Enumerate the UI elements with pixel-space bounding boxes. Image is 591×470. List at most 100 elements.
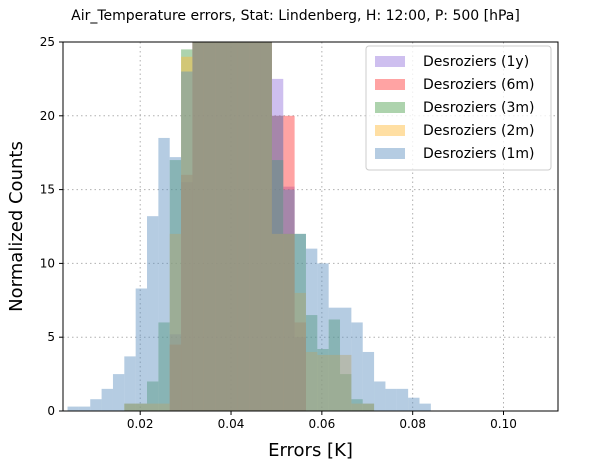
bar-series-2-bin-9 [226,42,238,411]
legend-label-1: Desroziers (6m) [423,77,535,93]
bar-series-3-bin-0 [124,403,136,411]
bar-series-4-bin-14 [226,42,238,411]
bar-series-1-bin-1 [181,174,193,411]
bar-series-3-bin-1 [135,403,148,411]
legend-swatch-2 [375,102,405,113]
bar-series-3-bin-4 [169,233,182,411]
x-tick-label-4: 0.10 [490,417,517,431]
bar-series-3-bin-19 [340,354,352,411]
bar-series-4-bin-12 [203,42,216,411]
bar-series-2-bin-4 [169,160,182,411]
bar-series-0-bin-9 [271,78,284,412]
y-tick-label-1: 5 [47,330,55,344]
bar-series-1-bin-10 [283,115,295,412]
bar-series-3-bin-2 [147,403,159,411]
bar-series-3-bin-10 [237,42,250,411]
bar-series-3-bin-9 [226,42,238,411]
y-tick-label-5: 25 [40,35,55,49]
bar-series-0-bin-2 [192,42,204,411]
bar-series-2-bin-0 [124,403,136,411]
bar-series-3-bin-17 [317,354,329,411]
bar-series-4-bin-7 [147,216,159,411]
legend-label-0: Desroziers (1y) [423,54,529,70]
y-axis-label: Normalized Counts [6,141,27,312]
legend-label-2: Desroziers (3m) [423,100,535,116]
bar-series-1-bin-9 [271,115,284,412]
bar-series-3-bin-21 [362,403,375,411]
x-tick-label-0: 0.02 [127,417,154,431]
bar-series-1-bin-2 [192,42,204,411]
bar-series-1-bin-11 [294,322,306,411]
bar-series-3-bin-16 [305,351,318,411]
series-0 [169,42,306,412]
series-3 [124,42,375,411]
bar-series-4-bin-25 [351,322,363,411]
bar-series-3-bin-18 [328,354,341,411]
bar-series-1-bin-4 [215,42,227,411]
bar-series-3-bin-15 [294,292,306,411]
bar-series-4-bin-30 [408,397,420,411]
y-tick-label-3: 15 [40,183,55,197]
series-4 [67,42,431,412]
bar-series-2-bin-8 [215,42,227,411]
bar-series-0-bin-0 [169,334,182,411]
bar-series-4-bin-0 [67,406,79,411]
bar-series-3-bin-8 [215,42,227,411]
bar-series-4-bin-20 [294,233,306,411]
bar-series-3-bin-5 [181,56,193,411]
bar-series-0-bin-3 [203,42,216,411]
bar-series-2-bin-12 [260,42,272,411]
bar-series-0-bin-8 [260,42,272,411]
bar-series-3-bin-20 [351,403,363,411]
bar-series-4-bin-13 [215,42,227,411]
bar-series-4-bin-17 [260,42,272,411]
bar-series-0-bin-4 [215,42,227,411]
legend-box [365,45,552,171]
bar-series-4-bin-9 [169,157,182,411]
series-2 [124,42,375,411]
bar-series-2-bin-13 [271,160,284,411]
bar-series-4-bin-22 [317,263,329,411]
legend: Desroziers (1y) Desroziers (6m) Desroziers… [365,45,552,171]
bar-series-4-bin-3 [101,388,113,411]
x-tick-label-3: 0.08 [399,417,426,431]
bar-series-0-bin-7 [249,42,261,411]
bar-series-4-bin-2 [90,399,102,411]
axes-frame [62,41,559,412]
x-tick-label-1: 0.04 [218,417,245,431]
y-tick-label-0: 0 [47,404,55,418]
y-tick-label-2: 10 [40,256,55,270]
bar-series-0-bin-10 [283,186,295,411]
bar-series-2-bin-15 [294,233,306,411]
series-1 [169,42,306,412]
bar-series-4-bin-24 [340,307,352,411]
bar-series-0-bin-5 [226,42,238,411]
legend-swatch-0 [375,56,405,67]
bar-series-4-bin-15 [237,42,250,411]
ticks-layer: 0.02 0.04 0.06 0.08 0.10 0 5 10 15 20 25 [40,35,517,431]
bar-series-4-bin-29 [396,388,409,411]
bar-series-1-bin-8 [260,42,272,411]
bar-series-2-bin-16 [305,315,318,411]
bar-series-4-bin-23 [328,307,341,411]
bar-series-2-bin-20 [351,399,363,411]
bar-series-0-bin-6 [237,42,250,411]
bar-series-2-bin-17 [317,349,329,411]
bar-series-4-bin-19 [283,189,295,411]
bar-series-4-bin-26 [362,351,375,411]
bar-series-4-bin-18 [271,115,284,412]
legend-swatch-4 [375,148,405,159]
bar-series-2-bin-2 [147,381,159,411]
bar-series-3-bin-7 [203,42,216,411]
bar-series-0-bin-11 [294,337,306,411]
x-tick-label-2: 0.06 [308,417,335,431]
bar-series-2-bin-21 [362,403,375,411]
bar-series-3-bin-12 [260,42,272,411]
bar-series-1-bin-3 [203,42,216,411]
bar-series-2-bin-1 [135,403,148,411]
bar-series-3-bin-3 [158,403,170,411]
bar-series-2-bin-6 [192,42,204,411]
bar-series-4-bin-8 [158,137,170,411]
bar-series-2-bin-7 [203,42,216,411]
